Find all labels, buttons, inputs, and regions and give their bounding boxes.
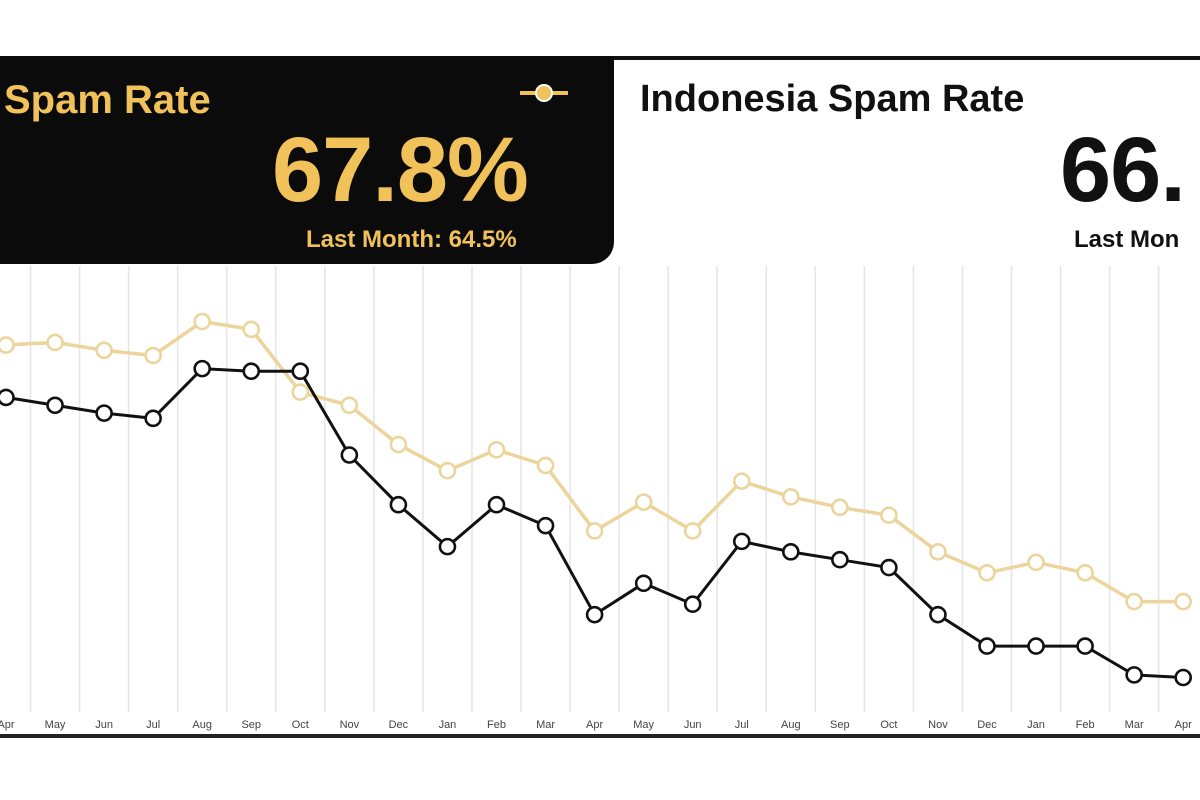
x-tick-label: Apr <box>1175 719 1192 731</box>
series-line-gold <box>5 319 1184 604</box>
x-tick-label: Jun <box>684 719 702 731</box>
data-point-black <box>683 595 702 614</box>
data-point-gold <box>193 312 211 331</box>
x-tick-label: May <box>45 719 66 731</box>
x-tick-label: Mar <box>536 719 555 731</box>
x-tick-label: Sep <box>830 719 850 731</box>
data-point-gold <box>1027 553 1045 572</box>
x-tick-label: Apr <box>586 719 603 731</box>
data-point-gold <box>144 346 162 365</box>
x-tick-label: Mar <box>1125 719 1144 731</box>
data-point-gold <box>242 320 261 339</box>
data-point-gold <box>831 498 849 517</box>
x-tick-label: Nov <box>928 719 948 731</box>
x-tick-label: Feb <box>487 719 506 731</box>
data-point-gold <box>929 543 947 561</box>
data-point-black <box>634 574 653 593</box>
x-tick-label: Oct <box>292 719 309 731</box>
x-tick-label: Feb <box>1076 719 1095 731</box>
data-point-gold <box>978 563 996 582</box>
data-point-black <box>929 605 947 624</box>
data-point-gold <box>732 472 751 490</box>
indonesia-spam-rate-last-month: Last Mon <box>1074 226 1180 253</box>
data-point-gold <box>1174 592 1192 611</box>
data-point-gold <box>1125 592 1143 611</box>
data-point-black <box>978 637 996 655</box>
data-point-gold <box>683 522 702 540</box>
data-point-gold <box>634 493 653 511</box>
data-point-gold <box>487 440 506 459</box>
x-tick-label: Jan <box>439 719 457 731</box>
data-point-gold <box>438 461 457 480</box>
spam-rate-value: 67.8% <box>272 119 529 221</box>
x-tick-label: Oct <box>880 719 897 731</box>
data-point-gold <box>46 333 64 352</box>
indonesia-spam-rate-value: 66. <box>1060 119 1186 221</box>
data-point-black <box>95 404 113 422</box>
x-tick-label: Aug <box>781 719 801 731</box>
x-tick-label: Jun <box>95 719 113 731</box>
spam-rate-last-month: Last Month: 64.5% <box>306 226 517 253</box>
data-point-black <box>880 558 898 577</box>
data-point-black <box>732 532 751 551</box>
spam-rate-card <box>0 56 614 264</box>
spam-rate-line-chart: Apr May Jun Jul Aug Sep Oct Nov Dec Jan Feb Mar Apr M… <box>0 266 1192 731</box>
x-tick-label: Jul <box>146 719 160 731</box>
data-point-black <box>0 388 15 407</box>
data-point-gold <box>536 456 555 475</box>
indonesia-spam-rate-card <box>614 56 1200 264</box>
data-point-black <box>536 516 555 535</box>
data-point-black <box>46 396 64 415</box>
data-point-black <box>291 362 310 381</box>
data-point-gold <box>1076 563 1094 582</box>
data-point-black <box>1027 637 1045 655</box>
x-tick-label: Jul <box>735 719 749 731</box>
spam-rate-title: Spam Rate <box>4 78 211 122</box>
data-point-black <box>831 550 849 569</box>
data-point-black <box>193 359 211 378</box>
data-point-black <box>1174 668 1192 687</box>
data-point-black <box>781 543 800 561</box>
x-tick-label: Apr <box>0 719 15 731</box>
data-point-gold <box>95 341 113 360</box>
x-tick-label: Aug <box>192 719 212 731</box>
x-tick-label: Dec <box>977 719 997 731</box>
indonesia-spam-rate-title: Indonesia Spam Rate <box>640 78 1025 120</box>
data-point-gold <box>340 396 359 415</box>
data-point-black <box>1125 666 1143 684</box>
data-point-black <box>1076 637 1094 655</box>
data-point-black <box>487 495 506 514</box>
x-tick-label: Sep <box>241 719 261 731</box>
data-point-black <box>144 409 162 428</box>
x-tick-label: Nov <box>340 719 360 731</box>
data-point-black <box>242 362 261 381</box>
data-point-gold <box>291 383 310 401</box>
data-point-gold <box>781 488 800 506</box>
x-tick-label: May <box>633 719 654 731</box>
data-point-black <box>389 495 408 514</box>
data-point-gold <box>389 435 408 454</box>
data-point-black <box>438 537 457 556</box>
x-tick-label: Jan <box>1027 719 1045 731</box>
data-point-gold <box>585 522 604 540</box>
chart-bottom-border <box>0 734 1200 738</box>
data-point-gold <box>880 506 898 525</box>
data-point-black <box>585 605 604 624</box>
data-point-black <box>340 446 359 464</box>
series-marker-icon <box>520 84 568 102</box>
data-point-gold <box>0 336 15 354</box>
x-tick-label: Dec <box>389 719 409 731</box>
